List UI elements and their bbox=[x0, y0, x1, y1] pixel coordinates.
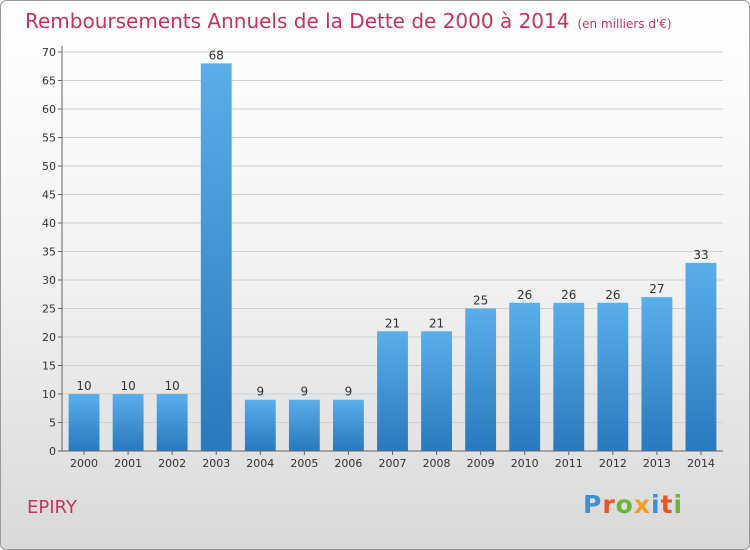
bar-value-label: 10 bbox=[165, 379, 180, 393]
y-tick-label: 25 bbox=[42, 303, 56, 316]
bar-value-label: 26 bbox=[561, 288, 576, 302]
bar-value-label: 21 bbox=[385, 316, 400, 330]
bar bbox=[156, 394, 188, 451]
y-tick-label: 40 bbox=[42, 217, 56, 230]
y-tick-label: 45 bbox=[42, 189, 56, 202]
bar bbox=[333, 399, 364, 451]
y-tick-label: 0 bbox=[49, 445, 56, 458]
bar-value-label: 9 bbox=[301, 385, 309, 399]
bar bbox=[597, 302, 629, 451]
proxiti-logo: Proxiti bbox=[583, 490, 683, 519]
bar bbox=[288, 399, 320, 451]
x-tick-label: 2009 bbox=[467, 457, 495, 470]
bar-value-label: 26 bbox=[517, 288, 532, 302]
x-tick-label: 2014 bbox=[687, 457, 715, 470]
bar-value-label: 9 bbox=[256, 385, 264, 399]
x-tick-label: 2000 bbox=[70, 457, 98, 470]
y-tick-label: 70 bbox=[42, 46, 56, 59]
bar bbox=[553, 302, 585, 451]
x-tick-label: 2003 bbox=[202, 457, 230, 470]
x-tick-label: 2010 bbox=[511, 457, 539, 470]
y-tick-label: 55 bbox=[42, 132, 56, 145]
bar-value-label: 10 bbox=[76, 379, 91, 393]
x-tick-label: 2011 bbox=[555, 457, 583, 470]
bar bbox=[377, 331, 408, 451]
y-tick-label: 5 bbox=[49, 417, 56, 430]
logo-letter: i bbox=[673, 490, 684, 519]
bar bbox=[421, 331, 452, 451]
x-tick-label: 2008 bbox=[423, 457, 451, 470]
x-tick-label: 2004 bbox=[246, 457, 274, 470]
chart-title: Remboursements Annuels de la Dette de 20… bbox=[25, 9, 672, 33]
chart-title-text: Remboursements Annuels de la Dette de 20… bbox=[25, 9, 570, 33]
x-tick-label: 2012 bbox=[599, 457, 627, 470]
y-tick-label: 60 bbox=[42, 103, 56, 116]
bar-value-label: 26 bbox=[605, 288, 620, 302]
bar bbox=[200, 63, 232, 452]
logo-letter: P bbox=[583, 490, 603, 519]
bar bbox=[641, 297, 673, 451]
logo-letter: r bbox=[602, 490, 616, 519]
bars: 10 10 10 68 9 9 9 21 21 25 26 26 26 27 33 bbox=[68, 48, 717, 452]
x-tick-label: 2001 bbox=[114, 457, 142, 470]
bar bbox=[244, 399, 276, 451]
bar bbox=[465, 308, 497, 451]
logo-letter: o bbox=[615, 490, 634, 519]
x-tick-label: 2002 bbox=[158, 457, 186, 470]
bar-value-label: 21 bbox=[429, 316, 444, 330]
bar-value-label: 9 bbox=[345, 385, 353, 399]
bar bbox=[685, 262, 717, 451]
y-tick-label: 65 bbox=[42, 75, 56, 88]
y-tick-label: 30 bbox=[42, 274, 56, 287]
bar-value-label: 25 bbox=[473, 294, 488, 308]
y-tick-label: 20 bbox=[42, 331, 56, 344]
x-tick-label: 2006 bbox=[334, 457, 362, 470]
x-tick-label: 2013 bbox=[643, 457, 671, 470]
logo-letter: i bbox=[651, 490, 661, 519]
x-axis: 2000 2001 2002 2003 2004 2005 2006 2007 2008 2009… bbox=[62, 450, 723, 470]
chart-subtitle: (en milliers d'€) bbox=[577, 17, 672, 31]
logo-letter: t bbox=[660, 490, 674, 519]
commune-name: EPIRY bbox=[27, 497, 77, 518]
y-tick-label: 50 bbox=[42, 160, 56, 173]
bar bbox=[68, 394, 100, 451]
bar-value-label: 27 bbox=[649, 282, 664, 296]
y-tick-label: 10 bbox=[42, 388, 56, 401]
logo-letter: x bbox=[633, 490, 651, 519]
y-tick-label: 35 bbox=[42, 246, 56, 259]
bar bbox=[509, 302, 541, 451]
bar-value-label: 68 bbox=[209, 48, 224, 62]
y-axis: 0 5 10 15 20 25 30 35 40 45 50 55 60 65 70 bbox=[42, 46, 63, 458]
y-tick-label: 15 bbox=[42, 360, 56, 373]
bar bbox=[112, 394, 144, 451]
x-tick-label: 2007 bbox=[379, 457, 407, 470]
bar-value-label: 33 bbox=[693, 248, 708, 262]
x-tick-label: 2005 bbox=[290, 457, 318, 470]
bar-value-label: 10 bbox=[120, 379, 135, 393]
